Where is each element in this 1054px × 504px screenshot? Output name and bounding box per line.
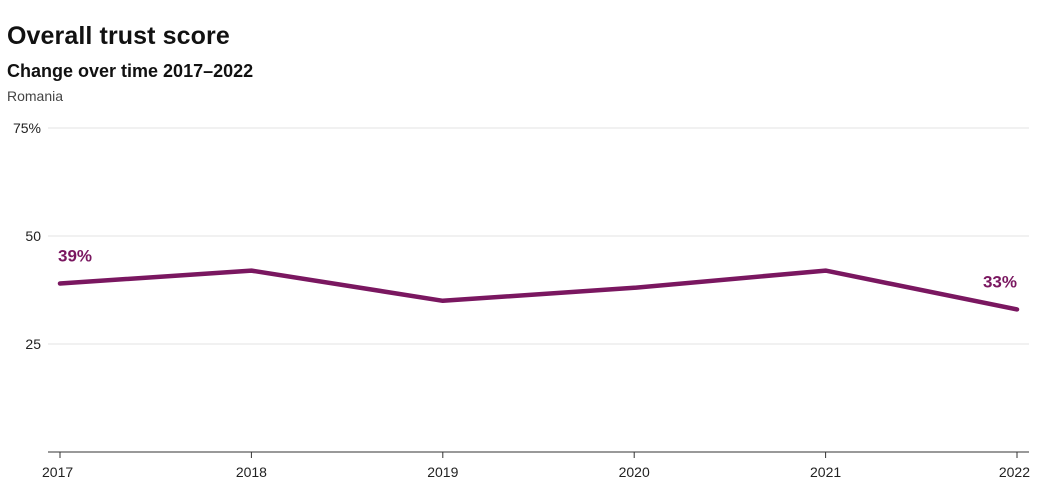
- x-axis: 2017 2018 2019 2020 2021 2022: [42, 451, 1030, 480]
- grid-lines: 25 50 75%: [13, 120, 1029, 352]
- x-tick-label: 2019: [427, 464, 458, 480]
- data-label: 39%: [58, 247, 92, 266]
- x-tick-label: 2021: [810, 464, 841, 480]
- x-tick-label: 2020: [619, 464, 650, 480]
- chart-subtitle: Change over time 2017–2022: [7, 61, 254, 81]
- y-tick-label: 75%: [13, 120, 41, 136]
- series-layer: [57, 268, 1020, 312]
- x-tick-label: 2018: [236, 464, 267, 480]
- data-labels: 39% 33%: [58, 247, 1017, 292]
- y-tick-label: 25: [25, 336, 41, 352]
- series-line: [57, 268, 1020, 312]
- data-label: 33%: [983, 272, 1017, 291]
- y-tick-label: 50: [25, 228, 41, 244]
- country-label: Romania: [7, 88, 64, 104]
- x-tick-label: 2017: [42, 464, 73, 480]
- x-tick-label: 2022: [999, 464, 1030, 480]
- chart-title: Overall trust score: [7, 22, 230, 50]
